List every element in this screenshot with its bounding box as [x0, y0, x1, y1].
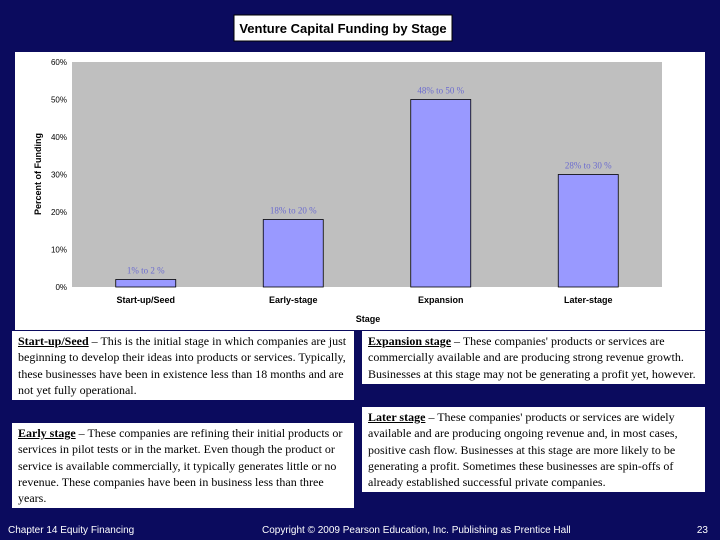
desc-start-up: Start-up/Seed – This is the initial stag… — [12, 331, 354, 401]
footer-copyright: Copyright © 2009 Pearson Education, Inc.… — [262, 525, 571, 536]
y-tick-label: 30% — [51, 171, 67, 180]
data-label: 48% to 50 % — [417, 86, 464, 96]
y-tick-label: 0% — [55, 283, 67, 292]
bar — [115, 279, 177, 288]
y-tick-label: 60% — [51, 58, 67, 67]
chart: Venture Capital Funding by Stage Percent… — [15, 14, 705, 330]
desc-expansion: Expansion stage – These companies' produ… — [362, 331, 705, 384]
data-label: 1% to 2 % — [127, 266, 165, 276]
y-tick-label: 40% — [51, 133, 67, 142]
chart-title-box: Venture Capital Funding by Stage — [233, 14, 453, 42]
x-tick-label: Start-up/Seed — [116, 295, 175, 305]
y-tick-label: 10% — [51, 246, 67, 255]
desc-later-term: Later stage — [368, 410, 426, 424]
desc-start-up-term: Start-up/Seed — [18, 334, 89, 348]
data-labels: 1% to 2 % 18% to 20 % 48% to 50 % 28% to 30… — [127, 86, 612, 276]
bar — [262, 219, 324, 288]
y-tick-label: 20% — [51, 208, 67, 217]
y-axis-ticks: 0% 10% 20% 30% 40% 50% 60% — [51, 58, 67, 292]
bar — [410, 99, 472, 288]
desc-start-up-text: – This is the initial stage in which com… — [18, 334, 347, 397]
desc-early: Early stage – These companies are refini… — [12, 423, 354, 509]
desc-expansion-text: – These companies' products or services … — [368, 334, 696, 381]
footer-chapter: Chapter 14 Equity Financing — [8, 525, 135, 536]
data-label: 18% to 20 % — [270, 206, 317, 216]
y-axis-label: Percent of Funding — [33, 133, 43, 215]
desc-early-term: Early stage — [18, 426, 76, 440]
desc-later-text: – These companies' products or services … — [368, 410, 678, 490]
chart-title: Venture Capital Funding by Stage — [239, 21, 446, 36]
desc-later: Later stage – These companies' products … — [362, 407, 705, 493]
data-label: 28% to 30 % — [565, 161, 612, 171]
x-tick-label: Expansion — [418, 295, 464, 305]
y-tick-label: 50% — [51, 96, 67, 105]
bar — [557, 174, 619, 288]
desc-early-text: – These companies are refining their ini… — [18, 426, 343, 506]
x-axis-label: Stage — [356, 314, 381, 324]
bars — [115, 99, 619, 288]
x-axis-ticks: Start-up/Seed Early-stage Expansion Later-s… — [116, 295, 612, 305]
x-tick-label: Later-stage — [564, 295, 613, 305]
desc-expansion-term: Expansion stage — [368, 334, 452, 348]
x-tick-label: Early-stage — [269, 295, 318, 305]
footer-page-number: 23 — [696, 525, 708, 536]
